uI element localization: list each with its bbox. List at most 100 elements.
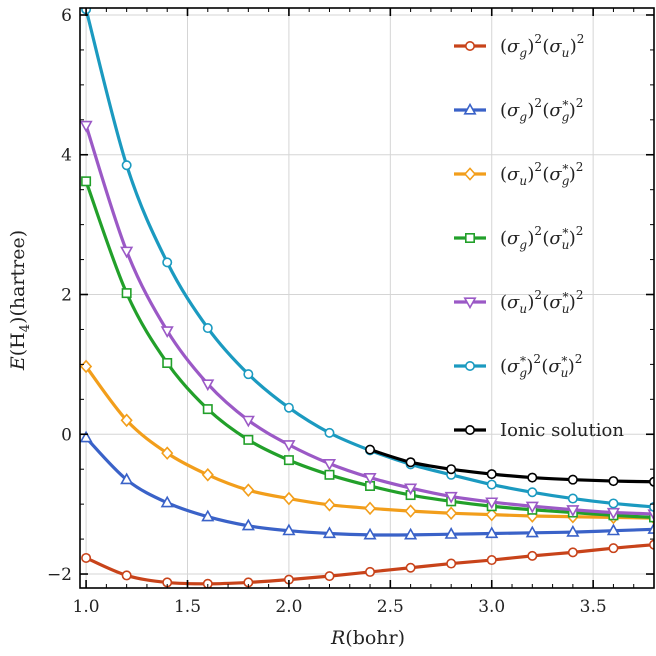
legend-marker <box>464 424 475 435</box>
series-line <box>84 8 654 509</box>
data-point <box>608 498 619 509</box>
data-point <box>567 474 578 485</box>
data-point <box>160 495 174 508</box>
data-point <box>243 369 254 380</box>
data-point <box>162 257 173 268</box>
data-point <box>120 246 134 259</box>
data-point <box>445 506 458 521</box>
data-point <box>567 547 578 558</box>
data-point <box>363 472 377 485</box>
series-line <box>84 365 654 520</box>
data-point <box>81 552 92 563</box>
data-point <box>606 523 620 536</box>
data-point <box>243 434 254 445</box>
data-point <box>525 525 539 538</box>
data-point <box>121 570 132 581</box>
data-point <box>242 483 255 497</box>
data-point <box>606 507 620 520</box>
series-0 <box>81 539 654 588</box>
data-point <box>527 472 538 483</box>
series-2 <box>80 359 654 525</box>
data-point <box>405 457 416 468</box>
data-point <box>283 455 294 466</box>
data-point <box>608 476 619 487</box>
data-point <box>282 491 295 506</box>
legend-entry-3: (σg )2 (σu* )2 <box>454 224 583 252</box>
x-tick-label: 1.5 <box>174 597 201 617</box>
data-point <box>201 379 215 392</box>
x-axis-label: R(bohr) <box>330 627 405 649</box>
data-point <box>162 357 173 368</box>
data-point <box>444 491 458 504</box>
x-tick-label: 2.5 <box>377 597 404 617</box>
data-point <box>201 467 214 482</box>
data-point <box>486 479 497 490</box>
series-4 <box>80 120 654 522</box>
y-tick-label: 6 <box>61 6 72 26</box>
data-point <box>241 518 255 531</box>
data-point <box>647 509 654 522</box>
legend-entry-4: (σu )2 (σu* )2 <box>454 288 583 316</box>
x-tick-label: 3.5 <box>580 597 607 617</box>
data-point <box>202 323 213 334</box>
data-point <box>365 444 376 455</box>
y-tick-label: 2 <box>61 286 72 306</box>
data-point <box>647 522 654 534</box>
data-point <box>202 578 213 588</box>
data-point <box>363 501 377 516</box>
data-point <box>608 543 619 554</box>
plot-border <box>79 7 655 589</box>
legend-marker <box>463 167 477 181</box>
data-point <box>283 402 294 413</box>
legend-marker <box>463 297 477 310</box>
ticks: 1.0 1.5 2.0 2.5 3.0 3.5 −2 0 2 4 6 <box>47 6 655 617</box>
x-tick-label: 1.0 <box>73 597 100 617</box>
legend-label: (σu )2 (σg* )2 <box>500 160 583 188</box>
data-point <box>566 524 580 537</box>
data-point <box>282 523 296 536</box>
data-point <box>404 527 418 540</box>
data-point <box>120 413 133 428</box>
x-tick-label: 2.0 <box>275 597 302 617</box>
data-point <box>527 550 538 561</box>
legend-marker <box>464 360 475 371</box>
data-point <box>365 566 376 577</box>
data-point <box>324 427 335 438</box>
legend-marker <box>464 40 475 51</box>
data-point <box>446 558 457 569</box>
legend-marker <box>464 233 475 244</box>
data-point <box>241 415 255 428</box>
legend-entry-5: (σg* )2 (σu* )2 <box>454 352 582 380</box>
data-point <box>527 487 538 498</box>
data-point <box>161 446 174 460</box>
y-axis-label: E(H4)(hartree) <box>7 230 33 371</box>
data-point <box>405 562 416 573</box>
legend-entry-2: (σu )2 (σg* )2 <box>454 160 583 188</box>
data-point <box>323 498 336 512</box>
data-point <box>81 176 92 187</box>
data-point <box>121 160 132 171</box>
legend-label: Ionic solution <box>500 420 624 441</box>
data-point <box>444 527 458 539</box>
curves <box>80 8 654 588</box>
legend-entry-1: (σg )2 (σg* )2 <box>454 96 583 124</box>
data-point <box>322 459 337 471</box>
grid <box>80 8 654 588</box>
data-point <box>486 469 497 480</box>
data-point <box>80 120 93 133</box>
legend-label: (σg )2 (σu* )2 <box>500 224 583 252</box>
data-point <box>363 527 377 540</box>
legend-marker <box>463 102 477 115</box>
y-tick-label: 0 <box>61 425 72 445</box>
y-tick-label: 4 <box>61 146 72 166</box>
data-point <box>322 526 337 539</box>
data-point <box>282 440 296 452</box>
data-point <box>485 497 499 510</box>
data-point <box>485 507 498 522</box>
legend-entry-0: (σg )2 (σu )2 <box>454 32 584 60</box>
x-tick-label: 3.0 <box>478 597 505 617</box>
data-point <box>160 326 174 338</box>
data-point <box>120 472 134 485</box>
data-point <box>446 464 457 475</box>
